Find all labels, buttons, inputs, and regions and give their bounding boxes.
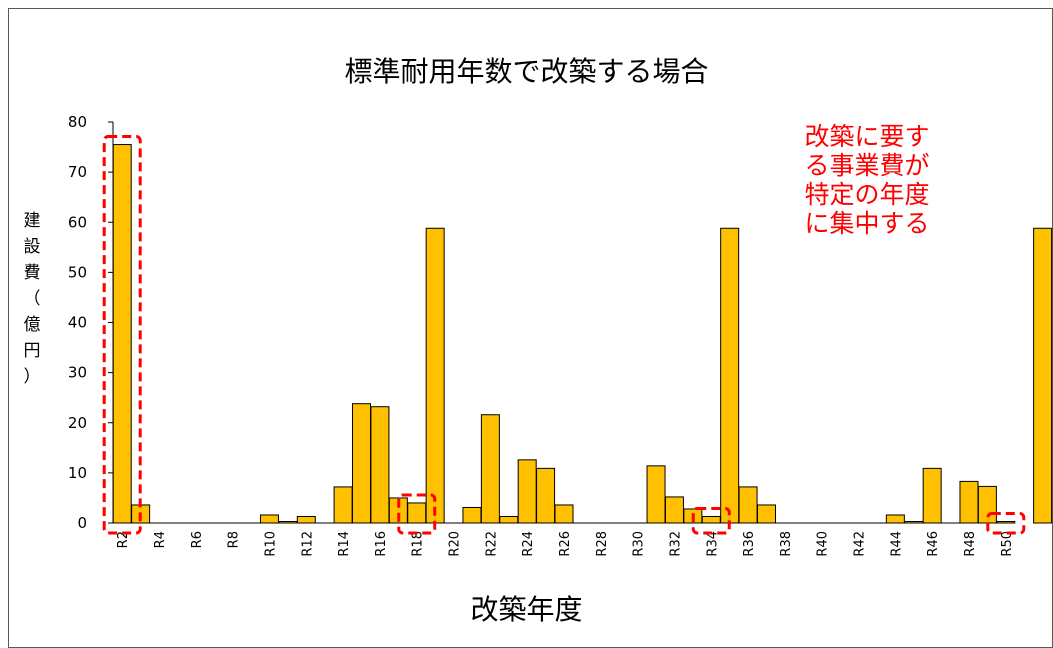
bar bbox=[904, 520, 924, 524]
x-tick-label: R8 bbox=[227, 531, 242, 548]
y-tick-label: 10 bbox=[68, 464, 87, 482]
annotation-line: 改築に要す bbox=[804, 122, 930, 151]
x-tick-label: R24 bbox=[521, 531, 536, 557]
x-tick-label: R6 bbox=[190, 531, 205, 548]
annotation-line: る事業費が bbox=[804, 151, 930, 180]
y-tick-label: 70 bbox=[68, 163, 87, 181]
bar bbox=[1033, 227, 1053, 524]
bar bbox=[646, 465, 666, 524]
bar bbox=[756, 504, 776, 524]
bar bbox=[701, 515, 721, 524]
bar bbox=[536, 467, 556, 524]
highlight-box bbox=[102, 135, 142, 535]
x-tick-label: R36 bbox=[742, 531, 757, 557]
y-axis-label-char: 億 bbox=[23, 315, 41, 335]
y-axis-label-char: 円 bbox=[23, 341, 41, 361]
highlight-box bbox=[397, 493, 437, 535]
bar bbox=[499, 515, 519, 524]
x-tick-label: R50 bbox=[1000, 531, 1015, 557]
x-tick-label: R32 bbox=[668, 531, 683, 557]
chart-title: 標準耐用年数で改築する場合 bbox=[344, 55, 709, 88]
bar bbox=[407, 502, 427, 524]
bar bbox=[922, 467, 942, 524]
x-tick-label: R42 bbox=[853, 531, 868, 557]
bar bbox=[517, 459, 537, 524]
x-tick-label: R40 bbox=[816, 531, 831, 557]
highlight-box bbox=[691, 506, 731, 535]
bar bbox=[296, 515, 316, 524]
y-tick-label: 50 bbox=[68, 263, 87, 281]
bar bbox=[480, 414, 500, 524]
x-tick-label: R10 bbox=[263, 531, 278, 557]
x-tick-label: R4 bbox=[153, 531, 168, 548]
bar bbox=[720, 227, 740, 524]
y-axis-label-char: 建 bbox=[23, 211, 41, 231]
annotation-line: 特定の年度 bbox=[804, 180, 930, 209]
bar bbox=[977, 485, 997, 524]
x-tick-label: R28 bbox=[595, 531, 610, 557]
x-tick-label: R16 bbox=[374, 531, 389, 557]
y-axis-label-char: 費 bbox=[23, 263, 41, 283]
x-tick-label: R14 bbox=[337, 531, 352, 557]
x-tick-label: R18 bbox=[411, 531, 426, 557]
bar bbox=[738, 486, 758, 524]
bar bbox=[959, 480, 979, 524]
bar bbox=[554, 504, 574, 524]
bar bbox=[885, 514, 905, 524]
y-axis-label-char: ） bbox=[23, 367, 41, 387]
bar bbox=[462, 506, 482, 524]
y-axis-label-char: 設 bbox=[23, 237, 41, 257]
x-tick-label: R38 bbox=[779, 531, 794, 557]
bar bbox=[996, 520, 1016, 524]
x-tick-label: R30 bbox=[632, 531, 647, 557]
y-tick-label: 20 bbox=[68, 414, 87, 432]
bar bbox=[259, 514, 279, 524]
x-tick-label: R44 bbox=[889, 531, 904, 557]
y-tick-label: 40 bbox=[68, 314, 87, 332]
bar bbox=[278, 520, 298, 524]
chart-frame: 標準耐用年数で改築する場合 建 設 費 （ 億 円 ） 改築に要す る事業費が … bbox=[8, 8, 1053, 648]
y-axis-label: 建 設 費 （ 億 円 ） bbox=[20, 208, 44, 390]
y-tick-label: 0 bbox=[77, 514, 87, 532]
x-tick-label: R20 bbox=[448, 531, 463, 557]
annotation-text: 改築に要す る事業費が 特定の年度 に集中する bbox=[772, 122, 962, 238]
x-tick-label: R46 bbox=[926, 531, 941, 557]
x-axis-label: 改築年度 bbox=[470, 593, 583, 626]
x-tick-label: R12 bbox=[300, 531, 315, 557]
y-tick-label: 80 bbox=[68, 113, 87, 131]
x-tick-label: R2 bbox=[116, 531, 131, 548]
bar bbox=[664, 496, 684, 524]
x-tick-label: R48 bbox=[963, 531, 978, 557]
annotation-line: に集中する bbox=[804, 209, 930, 238]
y-axis-label-char: （ bbox=[23, 289, 41, 309]
highlight-box bbox=[986, 511, 1026, 535]
x-tick-label: R26 bbox=[558, 531, 573, 557]
y-tick-label: 30 bbox=[68, 364, 87, 382]
plot-area: 0 10 20 30 40 50 60 70 80 R2 R4 R6 R8 R10 R12 R14 R16 R18… bbox=[68, 113, 1053, 557]
x-tick-label: R22 bbox=[484, 531, 499, 557]
bar bbox=[370, 406, 390, 524]
y-tick-label: 60 bbox=[68, 213, 87, 231]
bar bbox=[333, 486, 353, 524]
bar bbox=[112, 144, 132, 524]
x-tick-label: R34 bbox=[705, 531, 720, 557]
bar bbox=[425, 227, 445, 524]
bar bbox=[352, 403, 372, 524]
